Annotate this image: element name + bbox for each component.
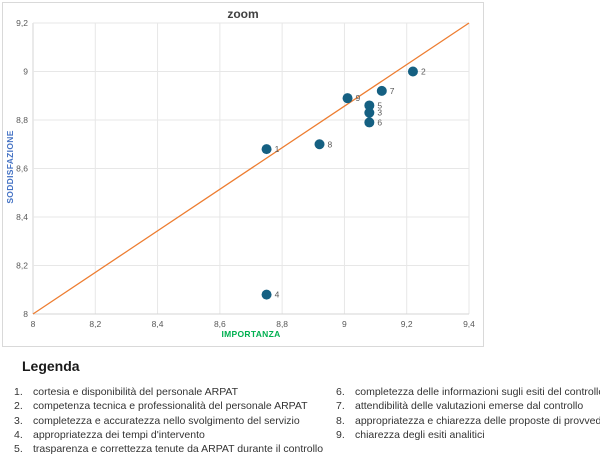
legend-item-text: appropriatezza e chiarezza delle propost… (355, 414, 600, 427)
y-tick-label: 9,2 (16, 18, 28, 28)
legend-item-text: competenza tecnica e professionalità del… (33, 400, 308, 413)
y-tick-label: 8 (23, 309, 28, 319)
data-point-label-9: 9 (356, 93, 361, 103)
legend-item-number: 5. (14, 443, 23, 456)
x-tick-label: 8,4 (152, 319, 164, 329)
data-point-9 (342, 93, 353, 104)
x-tick-label: 9,2 (401, 319, 413, 329)
x-axis-title: IMPORTANZA (221, 329, 281, 339)
legend-item: 6. completezza delle informazioni sugli e… (336, 385, 600, 399)
data-point-1 (261, 144, 272, 155)
data-point-label-3: 3 (377, 108, 382, 118)
x-tick-label: 8,6 (214, 319, 226, 329)
legend-item: 9. chiarezza degli esiti analitici (336, 428, 596, 442)
plot-area: 8 8,2 8,4 8,6 8,8 9 9,2 9,4 8 8,2 8,4 8,6 8,8 9 9,2 1 2 3… (16, 18, 475, 329)
reference-line (32, 22, 470, 315)
legend-section: Legenda 1. cortesia e disponibilità del p… (0, 352, 600, 455)
data-point-label-6: 6 (377, 117, 382, 127)
y-tick-label: 9 (23, 67, 28, 77)
x-tick-label: 9,4 (463, 319, 475, 329)
legend-item-number: 3. (14, 414, 23, 427)
legend-item-text: cortesia e disponibilità del personale A… (33, 386, 239, 398)
y-tick-label: 8,4 (16, 212, 28, 222)
y-tick-label: 8,8 (16, 115, 28, 125)
legend-item-number: 8. (336, 414, 345, 427)
legend-item-number: 1. (14, 386, 23, 398)
legend-column-right: 6. completezza delle informazioni sugli e… (336, 385, 600, 442)
x-tick-label: 8,8 (276, 319, 288, 329)
legend-item: 7. attendibilità delle valutazioni emerse… (336, 399, 596, 413)
legend-column-left: 1. cortesia e disponibilità del personale… (14, 385, 329, 456)
y-axis-title: SODDISFAZIONE (5, 130, 15, 204)
legend-item-number: 9. (336, 428, 345, 441)
legend-item-number: 6. (336, 386, 345, 398)
data-point-5 (364, 100, 375, 111)
legend-item: 8. appropriatezza e chiarezza delle propo… (336, 414, 600, 428)
legend-item-number: 4. (14, 428, 23, 441)
legend-item-text: appropriatezza dei tempi d'intervento (33, 428, 205, 441)
legend-item-text: attendibilità delle valutazioni emerse d… (355, 400, 584, 413)
legend-item-text: chiarezza degli esiti analitici (355, 428, 485, 441)
data-point-6 (364, 117, 375, 128)
legend-item: 4. appropriatezza dei tempi d'intervento (14, 428, 329, 442)
data-point-2 (407, 66, 418, 77)
x-tick-label: 8 (31, 319, 36, 329)
data-point-label-7: 7 (390, 86, 395, 96)
legend-item: 5. trasparenza e correttezza tenute da AR… (14, 442, 329, 456)
x-tick-label: 9 (342, 319, 347, 329)
legend-item: 3. completezza e accuratezza nello svolgi… (14, 414, 329, 428)
x-tick-label: 8,2 (89, 319, 101, 329)
legend-title: Legenda (22, 358, 80, 374)
data-point-label-8: 8 (328, 139, 333, 149)
legend-item: 1. cortesia e disponibilità del personale… (14, 385, 329, 399)
data-point-8 (314, 139, 325, 150)
chart-title: zoom (227, 7, 259, 21)
data-point-label-4: 4 (275, 290, 280, 300)
y-tick-label: 8,2 (16, 261, 28, 271)
data-point-4 (261, 289, 272, 300)
scatter-chart: zoom 8 8,2 8,4 8,6 8,8 9 9,2 9,4 8 8,2 8,4 8,6 8,8 9 9… (2, 2, 484, 347)
y-tick-label: 8,6 (16, 164, 28, 174)
legend-item-number: 7. (336, 400, 345, 413)
data-point-label-1: 1 (275, 144, 280, 154)
data-point-label-2: 2 (421, 67, 426, 77)
legend-item-text: completezza delle informazioni sugli esi… (355, 386, 600, 398)
data-point-7 (376, 85, 387, 96)
data-point-label-5: 5 (377, 100, 382, 110)
data-point-3 (364, 107, 375, 118)
legend-item-number: 2. (14, 400, 23, 413)
legend-item-text: completezza e accuratezza nello svolgime… (33, 414, 300, 427)
legend-item-text: trasparenza e correttezza tenute da ARPA… (33, 443, 324, 456)
legend-item: 2. competenza tecnica e professionalità d… (14, 399, 329, 413)
